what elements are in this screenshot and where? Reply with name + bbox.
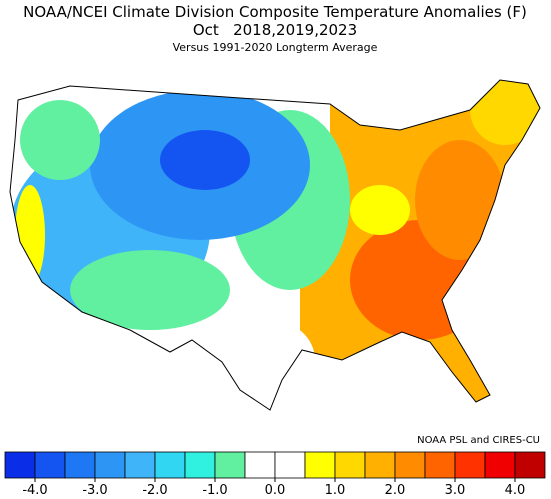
colorbar-tick-label: -2.0 — [142, 483, 167, 498]
colorbar-tick-label: 1.0 — [325, 483, 346, 498]
colorbar-tick-label: 4.0 — [505, 483, 526, 498]
colorbar-box — [124, 451, 156, 479]
colorbar-box — [184, 451, 216, 479]
colorbar-box — [514, 451, 546, 479]
colorbar-tick-label: -1.0 — [202, 483, 227, 498]
colorbar-box — [364, 451, 396, 479]
colorbar-box — [424, 451, 456, 479]
us-outline — [9, 79, 541, 411]
colorbar-box — [454, 451, 486, 479]
colorbar-tick-label: 2.0 — [385, 483, 406, 498]
colorbar-box — [334, 451, 366, 479]
credit: NOAA PSL and CIRES-CU — [417, 435, 540, 446]
colorbar-box — [304, 451, 336, 479]
colorbar-tick-label: 3.0 — [445, 483, 466, 498]
colorbar-tick-label: -4.0 — [22, 483, 47, 498]
colorbar-box — [4, 451, 36, 479]
subtitle: Versus 1991-2020 Longterm Average — [173, 41, 378, 54]
colorbar-box — [484, 451, 516, 479]
colorbar-tick-label: -3.0 — [82, 483, 107, 498]
colorbar-box — [274, 451, 306, 479]
colorbar: -4.0 -3.0 -2.0 -1.0 0.0 1.0 2.0 3.0 4.0 — [4, 451, 546, 498]
colorbar-box — [154, 451, 186, 479]
period: Oct 2018,2019,2023 — [193, 21, 357, 39]
title: NOAA/NCEI Climate Division Composite Tem… — [23, 3, 527, 21]
colorbar-box — [34, 451, 66, 479]
colorbar-box — [214, 451, 246, 479]
colorbar-tick-label: 0.0 — [265, 483, 286, 498]
colorbar-box — [244, 451, 276, 479]
us-map — [10, 80, 540, 410]
colorbar-box — [394, 451, 426, 479]
colorbar-box — [94, 451, 126, 479]
colorbar-box — [64, 451, 96, 479]
